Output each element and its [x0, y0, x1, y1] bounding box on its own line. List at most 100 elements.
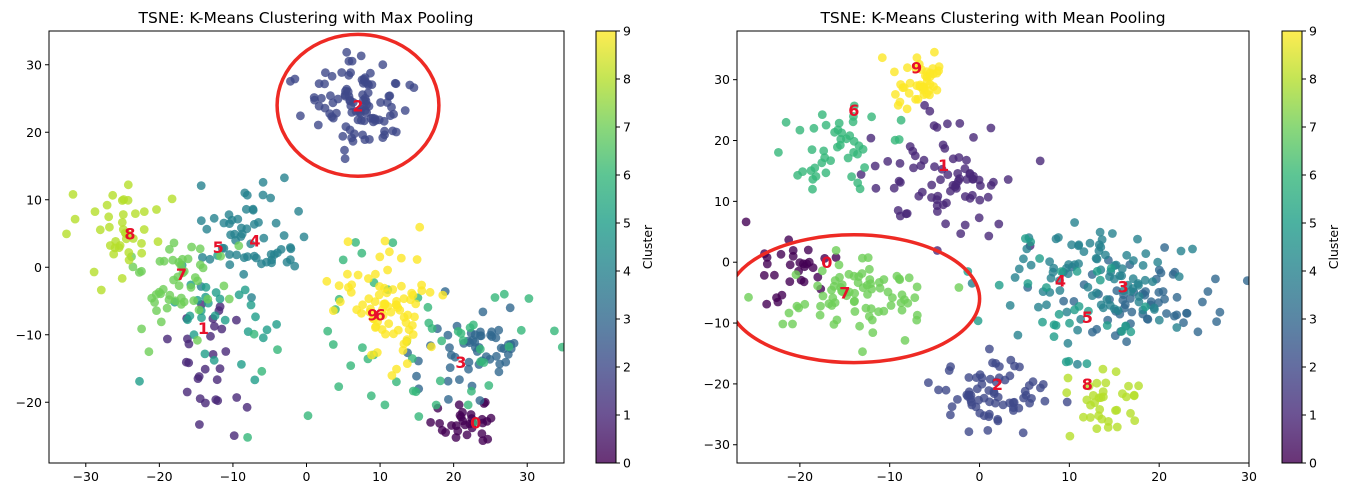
data-point — [1074, 259, 1083, 269]
data-point — [365, 307, 375, 317]
data-point — [279, 231, 289, 240]
data-point — [994, 219, 1004, 229]
data-point — [816, 301, 825, 311]
data-point — [1104, 417, 1113, 426]
data-point — [868, 328, 878, 337]
data-point — [964, 373, 974, 382]
colorbar-tick-label: 8 — [1309, 72, 1317, 87]
y-tick-label: 0 — [722, 255, 730, 270]
data-point — [392, 377, 401, 387]
data-point — [338, 131, 348, 141]
data-point — [391, 79, 401, 89]
data-point — [201, 398, 210, 408]
data-point — [169, 238, 179, 248]
data-point — [557, 342, 564, 352]
data-point — [900, 336, 910, 345]
data-point — [516, 325, 526, 335]
data-point — [371, 269, 380, 279]
data-point — [427, 342, 436, 352]
data-point — [1122, 337, 1131, 347]
data-point — [321, 68, 330, 78]
data-point — [774, 148, 783, 157]
data-point — [151, 290, 161, 299]
data-point — [1122, 250, 1132, 260]
data-point — [344, 56, 354, 66]
data-point — [1154, 315, 1164, 325]
x-tick-label: 20 — [1151, 469, 1167, 484]
data-point — [741, 217, 751, 227]
data-point — [109, 249, 119, 259]
data-point — [903, 63, 912, 73]
data-point — [290, 261, 300, 271]
data-point — [206, 331, 215, 341]
data-point — [347, 108, 357, 117]
data-point — [360, 135, 370, 145]
colorbar-tick-label: 3 — [623, 312, 631, 327]
data-point — [169, 275, 179, 285]
data-point — [187, 242, 197, 252]
data-point — [477, 429, 487, 439]
data-point — [1070, 218, 1079, 227]
data-point — [934, 62, 944, 72]
data-point — [426, 418, 435, 427]
data-point — [1141, 249, 1151, 258]
data-point — [844, 269, 854, 279]
data-point — [897, 305, 907, 315]
data-point — [176, 293, 186, 303]
data-point — [329, 306, 338, 315]
data-point — [380, 283, 389, 293]
data-point — [346, 361, 356, 370]
data-point — [1108, 229, 1117, 238]
data-point — [941, 385, 951, 395]
y-tick-label: 10 — [714, 194, 730, 209]
data-point — [124, 248, 134, 257]
data-point — [955, 119, 965, 128]
colorbar-max-pooling: 0 1 2 3 4 5 6 7 8 9 Cluster — [595, 24, 655, 471]
data-point — [974, 213, 984, 223]
data-point — [863, 253, 873, 262]
data-point — [998, 400, 1008, 410]
data-point — [983, 426, 993, 435]
data-point — [1140, 275, 1150, 285]
highlight-ellipse — [275, 32, 441, 178]
y-tick-label: 20 — [714, 133, 730, 148]
data-point — [856, 170, 866, 179]
data-point — [762, 259, 772, 269]
data-point — [937, 164, 947, 174]
data-point — [225, 260, 235, 270]
data-point — [1024, 381, 1034, 390]
data-point — [902, 104, 912, 114]
y-tick-label: −30 — [704, 437, 730, 452]
data-point — [889, 183, 899, 193]
data-point — [380, 236, 390, 246]
data-point — [808, 184, 817, 194]
data-point — [1092, 254, 1102, 264]
data-point — [200, 349, 210, 359]
data-point — [874, 307, 883, 317]
colorbar-tick-label: 1 — [1309, 408, 1317, 423]
data-point — [178, 254, 187, 264]
data-point — [903, 298, 913, 308]
data-point — [414, 412, 424, 421]
data-point — [348, 136, 358, 146]
data-point — [234, 290, 244, 300]
chart-title: TSNE: K-Means Clustering with Max Poolin… — [138, 9, 474, 27]
data-point — [229, 431, 239, 440]
data-point — [864, 312, 874, 321]
data-point — [134, 268, 144, 277]
data-point — [817, 266, 827, 276]
data-point — [445, 363, 455, 372]
y-tick-label: 30 — [26, 57, 42, 72]
cluster-label: 6 — [848, 101, 859, 120]
colorbar-tick-label: 6 — [1309, 168, 1317, 183]
data-point — [232, 393, 242, 402]
data-point — [417, 286, 427, 296]
x-tick-label: 30 — [519, 469, 535, 484]
data-point — [1101, 250, 1110, 260]
data-point — [216, 251, 226, 261]
data-point — [934, 385, 943, 395]
y-tick-label: 10 — [26, 192, 42, 207]
data-point — [974, 395, 983, 405]
data-point — [1203, 287, 1213, 296]
y-axis: −20 −10 0 10 20 30 — [16, 57, 49, 410]
